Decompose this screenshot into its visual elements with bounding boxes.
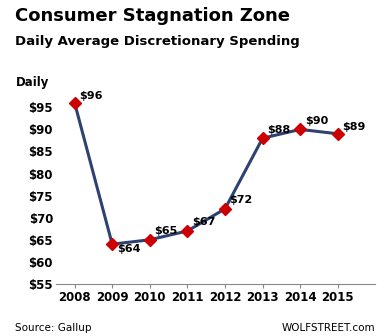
Text: $96: $96: [79, 91, 103, 101]
Text: $67: $67: [192, 217, 215, 227]
Text: $89: $89: [342, 122, 366, 132]
Text: Daily Average Discretionary Spending: Daily Average Discretionary Spending: [15, 35, 300, 48]
Text: $65: $65: [154, 226, 177, 236]
Text: $90: $90: [305, 116, 328, 126]
Text: WOLFSTREET.com: WOLFSTREET.com: [282, 323, 375, 333]
Text: $72: $72: [229, 195, 253, 205]
Text: $64: $64: [117, 244, 140, 254]
Text: Daily: Daily: [15, 76, 49, 89]
Text: Consumer Stagnation Zone: Consumer Stagnation Zone: [15, 7, 290, 25]
Text: Source: Gallup: Source: Gallup: [15, 323, 92, 333]
Text: $88: $88: [267, 125, 290, 135]
